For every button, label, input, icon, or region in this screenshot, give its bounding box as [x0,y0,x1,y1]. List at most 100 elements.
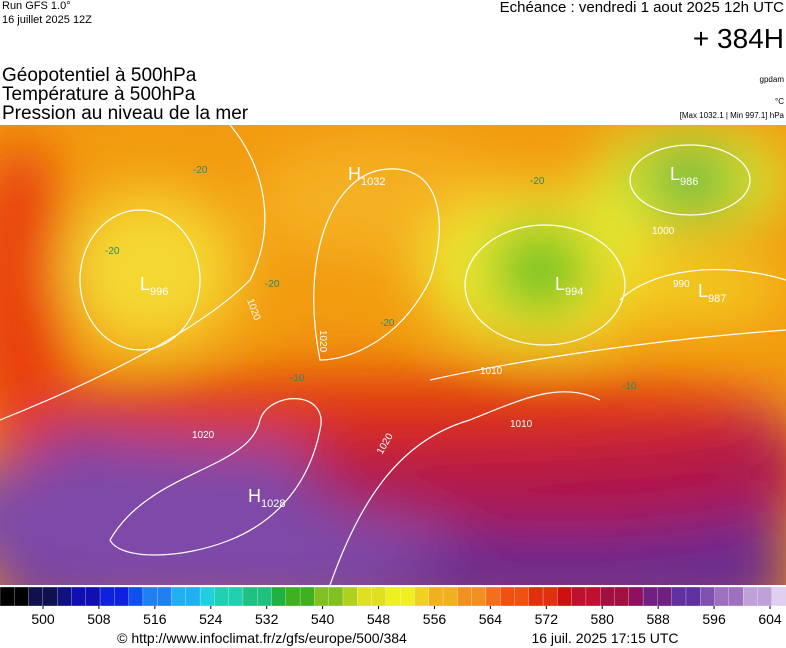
colorbar-tick-label: 508 [87,611,111,627]
isotherm-label: -20 [105,246,120,257]
pressure-center: L986 [670,164,698,188]
colorbar-swatch [671,586,687,607]
colorbar-swatch [0,586,15,607]
colorbar-tick-label: 540 [311,611,335,627]
isotherm-label: -20 [380,318,395,329]
colorbar-swatch [657,586,673,607]
center-value: 1028 [261,498,285,510]
isotherm-label: -20 [530,176,545,187]
colorbar-swatch [342,586,358,607]
colorbar-tick-label: 556 [423,611,447,627]
unit-geo: gpdam [760,75,785,84]
isobar-label: 1020 [317,330,328,353]
colorbar-tick-label: 588 [646,611,670,627]
isobar-label: 1010 [510,419,533,430]
colorbar-swatch [171,586,187,607]
isobar-label: 990 [673,279,690,290]
unit-temp: °C [775,97,784,106]
colorbar-swatch [28,586,44,607]
colorbar-swatch [771,586,786,607]
colorbar-swatch [642,586,659,607]
colorbar-swatch [700,586,716,607]
colorbar-swatch [371,586,387,607]
colorbar-swatch [628,586,644,607]
colorbar-tick-label: 532 [255,611,279,627]
center-letter: L [140,274,150,294]
pressure-center: L996 [140,274,168,298]
colorbar-swatch [299,586,316,607]
colorbar-swatch [242,586,258,607]
center-letter: L [670,164,680,184]
colorbar-swatch [228,586,244,607]
isobar-label: 1000 [652,226,675,237]
colorbar-swatch [585,586,601,607]
colorbar-swatch [328,586,344,607]
colorbar-swatch [71,586,87,607]
pressure-center: L994 [555,274,583,298]
pressure-range: [Max 1032.1 | Min 997.1] hPa [680,111,785,120]
isotherm-label: -10 [622,381,637,392]
colorbar-swatch [114,586,130,607]
field-shading [0,125,786,585]
colorbar-swatch [757,586,773,607]
colorbar-tick-label: 596 [702,611,726,627]
colorbar-swatch [542,586,558,607]
colorbar-swatch [457,586,473,607]
colorbar-swatch [600,586,616,607]
isotherm-label: -10 [290,373,305,384]
isobar-label: 1020 [192,430,215,441]
colorbar-swatch [185,586,201,607]
colorbar-swatch [385,586,401,607]
isotherm-label: -20 [265,279,280,290]
field-1: Géopotentiel à 500hPa [2,65,197,86]
map [0,125,786,585]
colorbar-tick-label: 516 [143,611,167,627]
center-letter: H [248,486,261,506]
colorbar-tick-label: 564 [479,611,503,627]
colorbar-swatch [471,586,487,607]
center-letter: L [555,274,565,294]
center-value: 987 [708,293,726,305]
pressure-center: L987 [698,281,726,305]
colorbar-swatch [414,586,430,607]
colorbar-swatch [85,586,101,607]
colorbar-tick-label: 500 [31,611,55,627]
center-value: 994 [565,286,583,298]
valid-time: Echéance : vendredi 1 aout 2025 12h UTC [500,0,785,16]
pressure-center: H1032 [348,164,385,188]
colorbar-swatch [314,586,330,607]
colorbar-swatch [528,586,544,607]
isotherm-label: -20 [193,165,208,176]
colorbar-swatch [714,586,730,607]
colorbar-swatch [157,586,173,607]
isobar-label: 1010 [480,366,503,377]
colorbar-swatch [742,586,759,607]
colorbar-swatch [285,586,301,607]
lead-time: + 384H [693,23,784,54]
colorbar-swatch [442,586,458,607]
colorbar-swatch [571,586,587,607]
center-value: 1032 [361,176,385,188]
colorbar-tick-label: 604 [758,611,782,627]
colorbar-swatch [357,586,373,607]
colorbar-swatch [257,586,273,607]
colorbar-swatch [428,586,444,607]
colorbar: 500 508 516 524 532 540 548 556 564 572 580 588 596 6… [0,586,786,627]
isobars [0,125,786,585]
colorbar-swatch [42,586,58,607]
colorbar-swatch [728,586,744,607]
field-2: Température à 500hPa [2,84,196,105]
colorbar-swatch [199,586,216,607]
colorbar-tick-label: 580 [591,611,615,627]
colorbar-swatch [214,586,230,607]
colorbar-swatch [614,586,630,607]
colorbar-swatch [500,586,516,607]
colorbar-swatch [99,586,115,607]
field-3: Pression au niveau de la mer [2,103,249,124]
colorbar-swatch [399,586,416,607]
footer-date: 16 juil. 2025 17:15 UTC [531,630,678,646]
colorbar-swatch [271,586,287,607]
colorbar-swatch [485,586,501,607]
